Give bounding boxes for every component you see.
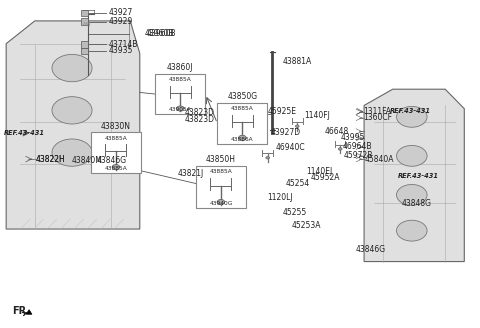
- Text: 43714B: 43714B: [109, 40, 138, 49]
- Text: 43940G: 43940G: [209, 201, 233, 206]
- Circle shape: [396, 184, 427, 205]
- Bar: [81, 41, 88, 48]
- Circle shape: [266, 156, 270, 159]
- Bar: [81, 10, 88, 16]
- Text: 43995: 43995: [340, 133, 365, 142]
- Text: 45952A: 45952A: [311, 173, 340, 182]
- Polygon shape: [364, 89, 464, 261]
- Text: 43905A: 43905A: [169, 108, 192, 113]
- Text: 43885A: 43885A: [210, 169, 232, 174]
- Circle shape: [52, 139, 92, 166]
- Bar: [81, 18, 88, 25]
- Text: 43822H: 43822H: [36, 154, 65, 164]
- Text: 46940C: 46940C: [276, 143, 305, 152]
- Text: 43830N: 43830N: [101, 122, 131, 131]
- Text: 43885A: 43885A: [231, 106, 254, 111]
- Bar: [81, 48, 88, 54]
- Text: FR: FR: [12, 306, 26, 316]
- Bar: [91, 132, 141, 173]
- Text: REF.43-431: REF.43-431: [390, 108, 432, 114]
- Circle shape: [239, 135, 246, 140]
- Circle shape: [177, 106, 184, 111]
- Circle shape: [295, 125, 299, 128]
- Circle shape: [396, 145, 427, 166]
- Text: 45840A: 45840A: [365, 154, 395, 164]
- Circle shape: [396, 220, 427, 241]
- Text: 45972B: 45972B: [344, 151, 373, 160]
- Text: REF.43-431: REF.43-431: [4, 130, 45, 136]
- Text: 45925E: 45925E: [268, 108, 297, 116]
- Text: 43927: 43927: [109, 8, 133, 17]
- Text: 45254: 45254: [285, 179, 310, 188]
- Text: 46964B: 46964B: [343, 142, 372, 151]
- Circle shape: [52, 54, 92, 82]
- Circle shape: [338, 148, 342, 150]
- Polygon shape: [26, 310, 32, 314]
- Bar: [196, 166, 246, 208]
- Polygon shape: [6, 21, 140, 229]
- Text: 43960B: 43960B: [144, 30, 174, 38]
- Text: 43821J: 43821J: [178, 169, 204, 177]
- Text: 43823D: 43823D: [184, 108, 215, 117]
- Text: 43885A: 43885A: [169, 77, 192, 82]
- Text: 43846G: 43846G: [97, 156, 127, 165]
- Bar: [156, 74, 205, 114]
- Text: 43886A: 43886A: [231, 137, 254, 142]
- Text: 45255: 45255: [283, 208, 307, 216]
- Circle shape: [396, 106, 427, 127]
- Text: 43885A: 43885A: [105, 166, 127, 171]
- Circle shape: [112, 164, 120, 170]
- Text: 43960B: 43960B: [147, 30, 177, 38]
- Text: 43927D: 43927D: [271, 128, 301, 137]
- Text: 43881A: 43881A: [283, 57, 312, 66]
- Text: 46648: 46648: [325, 127, 349, 136]
- Circle shape: [217, 199, 225, 205]
- Circle shape: [52, 97, 92, 124]
- Text: 43885A: 43885A: [105, 135, 127, 140]
- Text: 43822H: 43822H: [36, 154, 65, 164]
- Text: 43823D: 43823D: [184, 114, 215, 124]
- Text: 45253A: 45253A: [291, 221, 321, 230]
- Text: 43850H: 43850H: [206, 155, 236, 164]
- Text: 1120LJ: 1120LJ: [268, 193, 293, 202]
- Text: 43848G: 43848G: [401, 199, 432, 208]
- Text: 43840M: 43840M: [72, 156, 103, 165]
- Bar: [217, 103, 267, 144]
- Text: 43860J: 43860J: [167, 63, 193, 72]
- Text: 1140EJ: 1140EJ: [306, 167, 332, 176]
- Text: 43850G: 43850G: [228, 92, 257, 101]
- Text: 1360CF: 1360CF: [363, 113, 392, 122]
- Text: 1140FJ: 1140FJ: [304, 112, 330, 120]
- Text: 43846G: 43846G: [356, 245, 385, 254]
- Text: 43929: 43929: [109, 17, 133, 26]
- Text: REF.43-431: REF.43-431: [397, 174, 439, 179]
- Text: 1311FA: 1311FA: [363, 107, 391, 116]
- Text: 43935: 43935: [109, 46, 133, 55]
